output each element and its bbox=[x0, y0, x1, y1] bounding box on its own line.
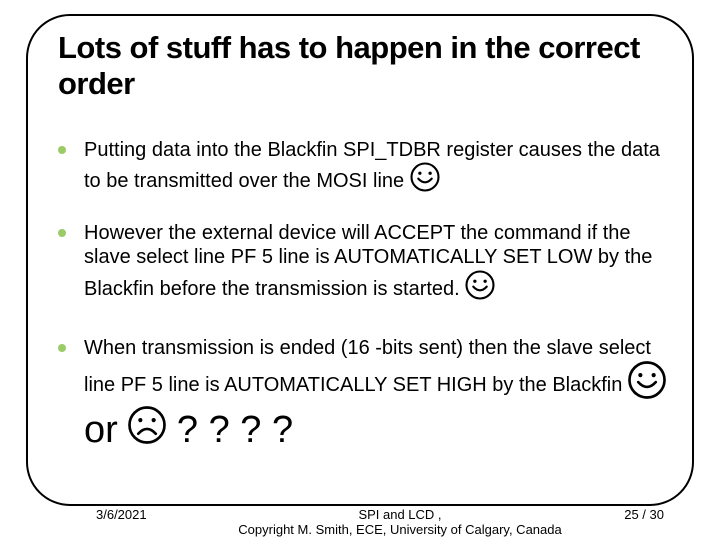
bullet-dot-icon bbox=[58, 229, 66, 237]
footer: 3/6/2021 SPI and LCD , Copyright M. Smit… bbox=[0, 507, 720, 538]
bullet-list: Putting data into the Blackfin SPI_TDBR … bbox=[58, 138, 672, 450]
slide-title: Lots of stuff has to happen in the corre… bbox=[58, 30, 668, 101]
bullet-dot-icon bbox=[58, 344, 66, 352]
list-item: However the external device will ACCEPT … bbox=[58, 221, 672, 306]
footer-date: 3/6/2021 bbox=[96, 507, 236, 522]
footer-center-line1: SPI and LCD , bbox=[358, 507, 441, 522]
bullet-text: When transmission is ended (16 -bits sen… bbox=[84, 336, 672, 450]
slide: Lots of stuff has to happen in the corre… bbox=[0, 0, 720, 540]
bullet-dot-icon bbox=[58, 146, 66, 154]
frown-icon bbox=[128, 406, 166, 450]
list-item: When transmission is ended (16 -bits sen… bbox=[58, 336, 672, 450]
bullet-text: However the external device will ACCEPT … bbox=[84, 221, 672, 306]
smile-icon bbox=[410, 162, 440, 198]
bullet-text: Putting data into the Blackfin SPI_TDBR … bbox=[84, 138, 672, 199]
smile-icon bbox=[465, 270, 495, 306]
list-item: Putting data into the Blackfin SPI_TDBR … bbox=[58, 138, 672, 199]
footer-center: SPI and LCD , Copyright M. Smith, ECE, U… bbox=[236, 507, 564, 538]
footer-center-line2: Copyright M. Smith, ECE, University of C… bbox=[238, 522, 561, 537]
smile-icon bbox=[628, 361, 666, 405]
footer-page: 25 / 30 bbox=[564, 507, 664, 522]
